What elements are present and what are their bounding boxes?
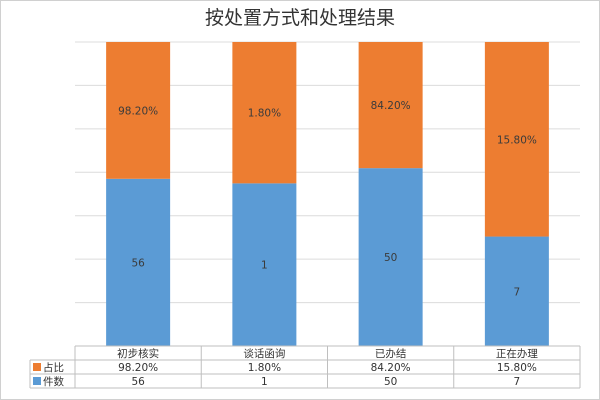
data-label-share: 98.20% (118, 105, 158, 117)
category-label: 初步核实 (117, 347, 159, 360)
bars (106, 42, 549, 346)
bar-segment-share (358, 42, 423, 169)
table-cell: 1.80% (248, 362, 281, 374)
bar-segment-share (106, 42, 171, 179)
data-label-count: 56 (131, 257, 145, 269)
legend-key (33, 363, 41, 371)
data-label-count: 50 (384, 252, 397, 264)
bar-segment-count (484, 236, 549, 346)
bar-segment-count (358, 168, 423, 346)
table-cell: 84.20% (371, 362, 411, 374)
table-cell: 98.20% (118, 362, 158, 374)
chart-title: 按处置方式和处理结果 (205, 7, 395, 29)
bar-segment-count (232, 183, 297, 346)
category-label: 谈话函询 (243, 347, 285, 360)
category-label: 已办结 (375, 347, 407, 360)
bar-segment-share (232, 42, 297, 184)
legend-label: 占比 (43, 361, 64, 374)
table-cell: 56 (131, 376, 145, 388)
bar-segment-share (484, 42, 549, 237)
data-labels: 56 98.20% 1 1.80% 50 84.20% 7 15.80% (118, 100, 537, 298)
data-label-count: 1 (261, 260, 268, 272)
data-label-count: 7 (514, 286, 521, 298)
bar-segment-count (106, 178, 171, 346)
legend-key (33, 377, 41, 385)
legend-label: 件数 (43, 375, 64, 388)
data-label-share: 1.80% (248, 108, 281, 120)
table-cell: 15.80% (497, 362, 537, 374)
table-cell: 7 (514, 376, 521, 388)
table-cell: 1 (261, 376, 268, 388)
table-cell: 50 (384, 376, 397, 388)
data-label-share: 15.80% (497, 134, 537, 146)
data-label-share: 84.20% (371, 100, 411, 112)
category-label: 正在办理 (496, 347, 538, 360)
